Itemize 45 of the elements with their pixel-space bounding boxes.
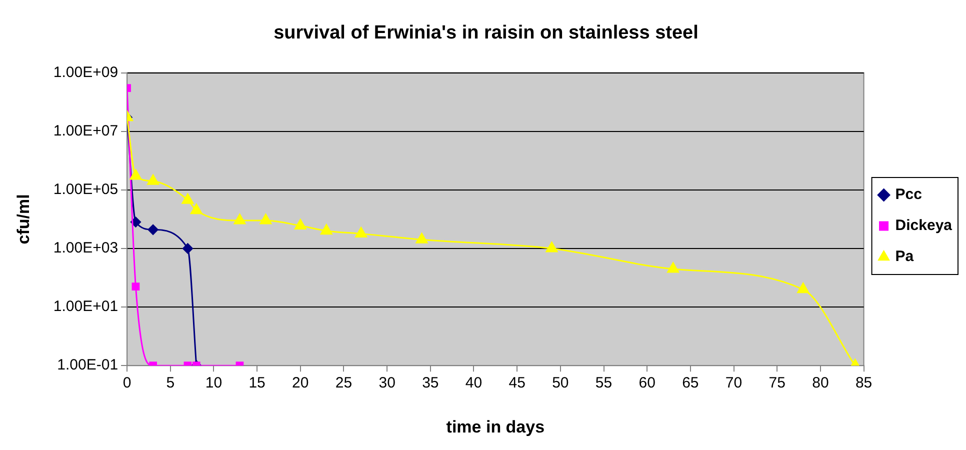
- point: [147, 174, 159, 185]
- chart-title: survival of Erwinia's in raisin on stainless steel: [274, 22, 698, 44]
- x-tick-label: 60: [638, 374, 656, 392]
- legend-label: Pa: [895, 248, 914, 266]
- point: [294, 218, 306, 230]
- point: [182, 243, 193, 254]
- y-tick-label: 1.00E-01: [57, 356, 118, 374]
- x-tick-label: 20: [292, 374, 309, 392]
- point: [234, 214, 246, 224]
- x-tick-label: 35: [422, 374, 439, 392]
- legend-label: Dickeya: [895, 217, 953, 234]
- y-axis-title: cfu/ml: [14, 194, 33, 244]
- point: [182, 193, 194, 204]
- x-axis-title: time in days: [446, 417, 545, 436]
- point: [130, 169, 142, 180]
- x-tick-label: 30: [378, 374, 396, 392]
- point: [355, 226, 368, 238]
- point: [148, 224, 158, 235]
- x-tick-label: 75: [768, 374, 786, 392]
- point: [320, 224, 332, 235]
- x-tick-label: 55: [595, 374, 612, 392]
- x-tick-label: 0: [122, 374, 132, 392]
- x-tick-label: 5: [166, 374, 175, 392]
- x-tick-label: 65: [682, 374, 699, 392]
- y-tick-label: 1.00E+05: [53, 181, 118, 198]
- y-tick-label: 1.00E+03: [53, 240, 118, 257]
- x-tick-label: 10: [205, 374, 222, 392]
- y-tick-label: 1.00E+01: [53, 298, 118, 316]
- x-tick-label: 85: [855, 374, 872, 392]
- legend-label: Pcc: [895, 186, 922, 204]
- x-tick-label: 40: [465, 374, 482, 392]
- x-tick-label: 25: [335, 374, 352, 392]
- point: [260, 214, 272, 224]
- x-tick-label: 70: [725, 374, 742, 392]
- x-tick-label: 45: [508, 374, 526, 392]
- y-tick-label: 1.00E+07: [53, 122, 118, 140]
- point: [667, 262, 680, 273]
- point: [190, 204, 202, 214]
- x-tick-label: 15: [248, 374, 266, 392]
- point: [797, 282, 810, 294]
- point: [416, 232, 428, 244]
- x-tick-label: 80: [812, 374, 829, 392]
- y-tick-label: 1.00E+09: [53, 64, 118, 81]
- x-tick-label: 50: [552, 374, 569, 392]
- point: [546, 242, 558, 252]
